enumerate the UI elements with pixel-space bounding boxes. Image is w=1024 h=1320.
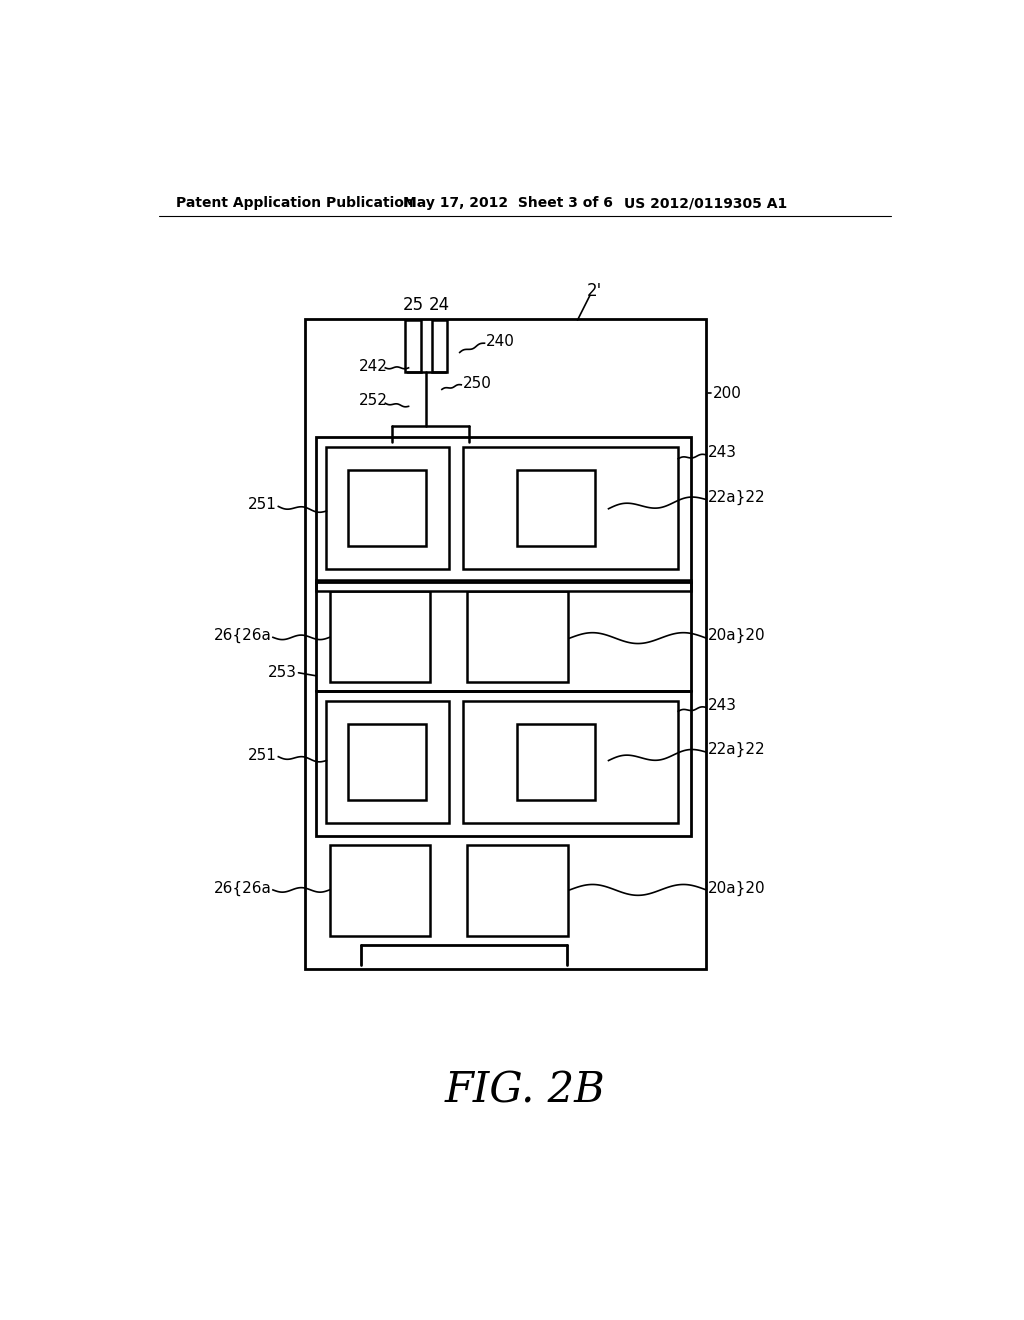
Text: 250: 250 <box>463 376 492 391</box>
Bar <box>348 725 426 800</box>
Text: FIG. 2B: FIG. 2B <box>444 1069 605 1111</box>
Text: 2': 2' <box>587 282 602 300</box>
Text: 252: 252 <box>359 393 388 408</box>
Text: 242: 242 <box>359 359 388 374</box>
Bar <box>517 470 595 545</box>
Bar <box>330 845 430 936</box>
Text: 253: 253 <box>268 665 297 680</box>
Bar <box>330 591 430 682</box>
Bar <box>467 591 568 682</box>
Bar <box>467 845 568 936</box>
Text: 251: 251 <box>248 747 276 763</box>
Bar <box>316 692 691 836</box>
Bar <box>316 581 691 591</box>
Text: 251: 251 <box>248 498 276 512</box>
Bar <box>348 470 426 545</box>
Text: 22a}22: 22a}22 <box>708 490 765 504</box>
Bar <box>463 447 678 569</box>
Bar <box>327 701 449 822</box>
Text: 240: 240 <box>486 334 515 350</box>
Bar <box>463 701 678 822</box>
Text: 20a}20: 20a}20 <box>708 880 765 896</box>
Text: 26{26a: 26{26a <box>213 628 271 643</box>
Text: 25: 25 <box>402 296 424 314</box>
Bar <box>327 447 449 569</box>
Text: 24: 24 <box>429 296 451 314</box>
Text: 243: 243 <box>708 697 736 713</box>
Bar <box>517 725 595 800</box>
Text: 26{26a: 26{26a <box>213 880 271 896</box>
Bar <box>432 321 447 372</box>
Text: May 17, 2012  Sheet 3 of 6: May 17, 2012 Sheet 3 of 6 <box>403 197 613 210</box>
Text: 200: 200 <box>713 385 742 401</box>
Text: 20a}20: 20a}20 <box>708 628 765 643</box>
Bar <box>406 321 421 372</box>
Text: 22a}22: 22a}22 <box>708 742 765 758</box>
Bar <box>305 318 707 969</box>
Text: Patent Application Publication: Patent Application Publication <box>176 197 414 210</box>
Bar <box>316 437 691 582</box>
Text: US 2012/0119305 A1: US 2012/0119305 A1 <box>624 197 787 210</box>
Text: 243: 243 <box>708 445 736 461</box>
